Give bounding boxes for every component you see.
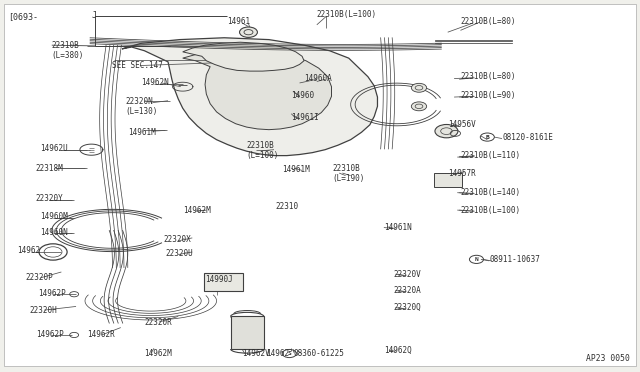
Text: 14960: 14960: [291, 91, 314, 100]
Text: 22320A: 22320A: [394, 286, 421, 295]
Circle shape: [412, 83, 427, 92]
Text: 22310: 22310: [275, 202, 298, 211]
Text: B: B: [486, 135, 489, 140]
Text: 14962: 14962: [17, 246, 40, 255]
Text: 14961M: 14961M: [282, 165, 309, 174]
Text: SEE SEC.147: SEE SEC.147: [113, 61, 163, 70]
Text: 14962P: 14962P: [38, 289, 65, 298]
Text: 22320R: 22320R: [145, 318, 172, 327]
Text: 22320X: 22320X: [164, 235, 191, 244]
Text: 14956V: 14956V: [448, 121, 476, 129]
Text: 22320Q: 22320Q: [394, 303, 421, 312]
Text: AP23 0050: AP23 0050: [586, 354, 630, 363]
Text: 14960A: 14960A: [304, 74, 332, 83]
Circle shape: [435, 125, 458, 138]
Bar: [204, 273, 243, 291]
Text: 22310B(L=100): 22310B(L=100): [317, 10, 377, 19]
Text: 22310B
(L=380): 22310B (L=380): [52, 41, 84, 60]
Text: 22320P: 22320P: [25, 273, 52, 282]
Text: 14962M: 14962M: [145, 349, 172, 358]
Text: 14960M: 14960M: [40, 212, 68, 221]
Text: 14962R: 14962R: [87, 330, 115, 340]
Text: 14962M: 14962M: [182, 206, 211, 215]
Text: 22310B(L=140): 22310B(L=140): [461, 188, 520, 197]
Text: 22320V: 22320V: [394, 270, 421, 279]
Text: 22320H: 22320H: [29, 306, 57, 315]
Text: 22310B(L=80): 22310B(L=80): [461, 72, 516, 81]
Text: 22310B(L=110): 22310B(L=110): [461, 151, 520, 160]
Text: 22310B
(L=100): 22310B (L=100): [246, 141, 279, 160]
Text: 08120-8161E: 08120-8161E: [502, 133, 553, 142]
Text: 14957R: 14957R: [448, 169, 476, 177]
Text: 14962N: 14962N: [141, 78, 169, 87]
Text: 22310B(L=80): 22310B(L=80): [461, 17, 516, 26]
Polygon shape: [122, 38, 378, 155]
Polygon shape: [182, 42, 304, 71]
Text: 14962: 14962: [266, 349, 289, 358]
Text: 14961I: 14961I: [291, 113, 319, 122]
Text: 14960N: 14960N: [40, 228, 68, 237]
Text: N: N: [475, 257, 478, 262]
Text: 22310B(L=90): 22310B(L=90): [461, 91, 516, 100]
Text: J: J: [92, 11, 97, 20]
Text: [0693-: [0693-: [8, 13, 38, 22]
Text: 22310B(L=100): 22310B(L=100): [461, 206, 520, 215]
Text: 14990J: 14990J: [205, 275, 233, 284]
Bar: [434, 173, 463, 187]
Text: 14961: 14961: [227, 17, 250, 26]
Text: 14962V: 14962V: [242, 349, 270, 358]
Text: S: S: [287, 351, 291, 356]
Bar: [230, 317, 264, 349]
Circle shape: [239, 27, 257, 37]
Text: 22310B
(L=190): 22310B (L=190): [333, 164, 365, 183]
Text: 14961N: 14961N: [384, 223, 412, 232]
Text: 22320U: 22320U: [166, 249, 193, 258]
Text: 14962Q: 14962Q: [384, 346, 412, 355]
Text: 14961M: 14961M: [129, 128, 156, 137]
Text: 08911-10637: 08911-10637: [489, 255, 540, 264]
Text: 14962U: 14962U: [40, 144, 68, 153]
Text: 22320N
(L=130): 22320N (L=130): [125, 97, 157, 116]
Text: 22318M: 22318M: [36, 164, 63, 173]
Text: 14962P: 14962P: [36, 330, 63, 340]
Circle shape: [412, 102, 427, 111]
Polygon shape: [182, 48, 332, 130]
Text: 22320Y: 22320Y: [36, 195, 63, 203]
Text: 08360-61225: 08360-61225: [293, 349, 344, 358]
